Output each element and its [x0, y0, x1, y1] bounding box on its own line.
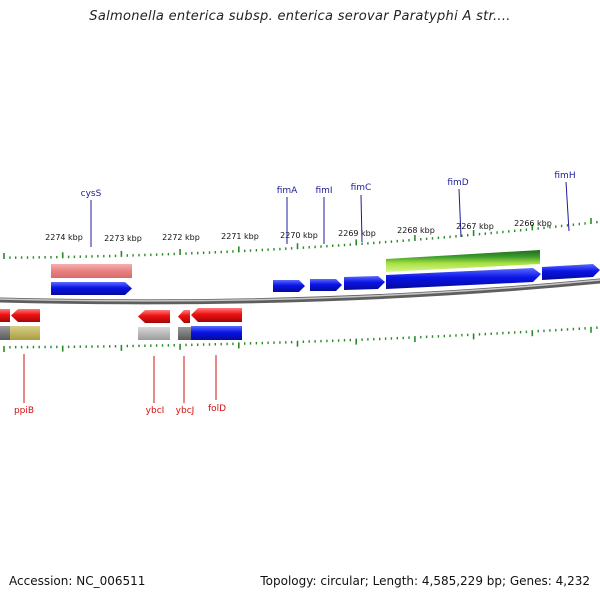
gene-arrow-fimA	[273, 280, 305, 292]
scale-label: 2269 kbp	[338, 229, 376, 238]
leader-line-fimD	[458, 188, 462, 238]
scale-label: 2273 kbp	[104, 234, 142, 243]
scale-labels: 2274 kbp 2273 kbp 2272 kbp 2271 kbp 2270…	[45, 219, 552, 243]
upper-tick-row	[3, 218, 598, 259]
gene-arrow-fimH	[542, 264, 600, 280]
gene-arrow-fimC	[344, 276, 385, 290]
map-title: Salmonella enterica subsp. enterica sero…	[89, 9, 511, 24]
gene-arrow-ybcI	[138, 310, 170, 323]
gene-arrow-ppiB	[11, 309, 40, 322]
bottom-gene-labels: ppiB ybcI ybcJ folD	[14, 354, 226, 416]
scale-label: 2270 kbp	[280, 231, 318, 240]
genome-backbone	[0, 278, 600, 305]
leader-line-fimH	[565, 181, 570, 232]
reverse-genes	[0, 308, 242, 340]
scale-label: 2274 kbp	[45, 233, 83, 242]
lower-tick-row	[3, 326, 598, 352]
gene-label-ybcI[interactable]: ybcI	[146, 406, 165, 416]
gene-arrow-ybcJ	[178, 310, 190, 323]
leader-line-fimC	[360, 194, 363, 243]
accession-text: Accession: NC_006511	[9, 574, 146, 588]
gene-arrow-fimI	[310, 279, 342, 291]
gene-label-ybcJ[interactable]: ybcJ	[176, 406, 195, 416]
gene-label-fimA[interactable]: fimA	[277, 186, 298, 196]
genome-summary-text: Topology: circular; Length: 4,585,229 bp…	[260, 574, 590, 588]
scale-label: 2272 kbp	[162, 233, 200, 242]
gene-label-cysS[interactable]: cysS	[81, 189, 102, 199]
gene-arrow-folD	[191, 308, 242, 322]
gene-feature-folD-blue	[191, 326, 242, 340]
scale-label: 2268 kbp	[397, 226, 435, 235]
gene-label-fimI[interactable]: fimI	[315, 186, 332, 196]
gene-feature-ppiB-olive	[10, 326, 40, 340]
gene-feature-ybcI-grey	[138, 327, 170, 340]
genome-backbone-highlight	[0, 279, 600, 302]
scale-label: 2271 kbp	[221, 232, 259, 241]
gene-feature-ppiB-grey	[0, 326, 10, 340]
gene-label-folD[interactable]: folD	[208, 404, 226, 414]
scale-label: 2267 kbp	[456, 222, 494, 231]
gene-label-fimH[interactable]: fimH	[554, 171, 575, 181]
forward-genes	[51, 250, 600, 295]
gene-arrow-cysS	[51, 282, 132, 295]
gene-feature-ybcJ-grey	[178, 327, 191, 340]
top-gene-labels: cysS fimA fimI fimC fimD fimH	[81, 171, 576, 247]
gene-arrow-left-edge	[0, 309, 10, 322]
gene-arrow-fimD	[386, 268, 541, 289]
scale-label: 2266 kbp	[514, 219, 552, 228]
gene-label-fimD[interactable]: fimD	[447, 178, 468, 188]
gene-feature-fimD-green	[386, 250, 540, 272]
gene-label-fimC[interactable]: fimC	[351, 183, 372, 193]
gene-feature-cysS-shadow	[51, 264, 132, 278]
gene-label-ppiB[interactable]: ppiB	[14, 406, 34, 416]
